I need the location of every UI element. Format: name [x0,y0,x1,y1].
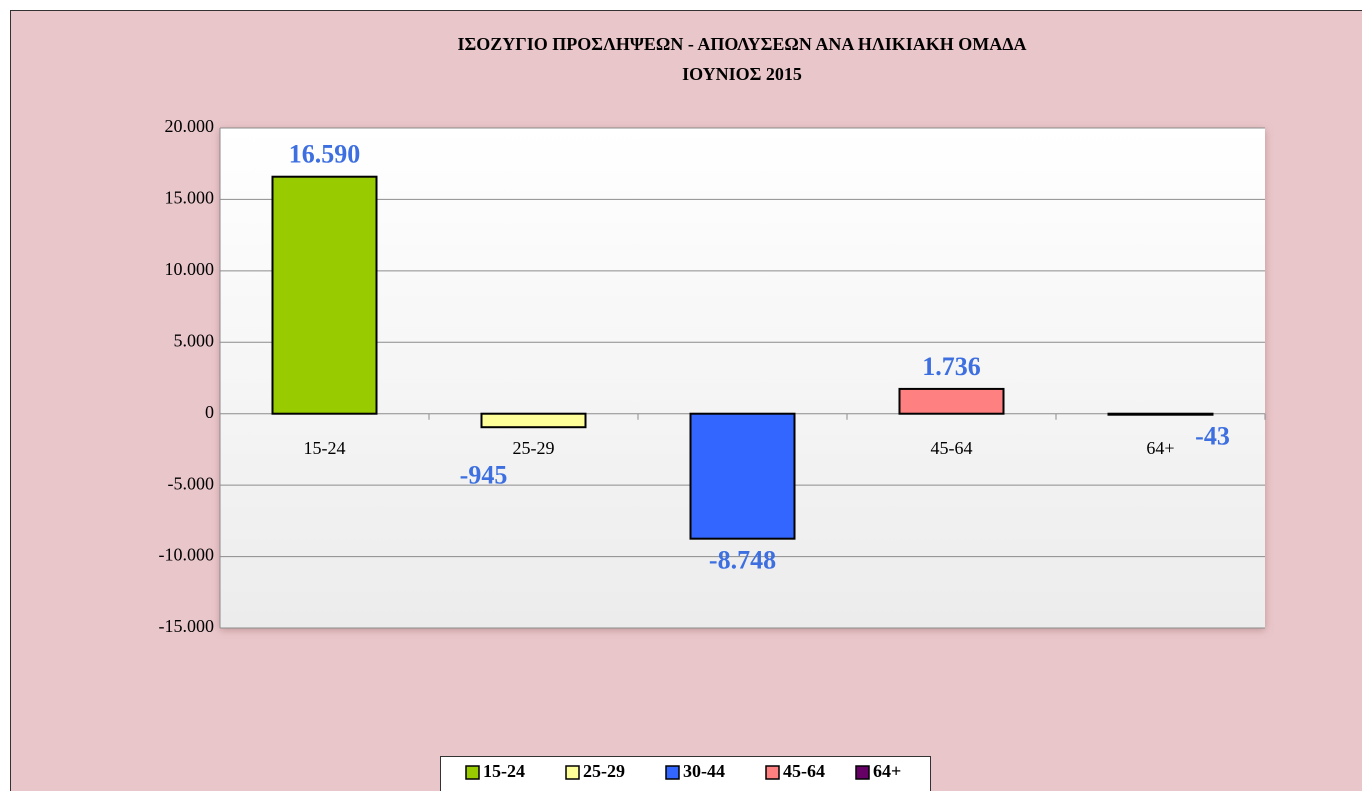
y-tick-label: 0 [205,402,214,422]
bar [1109,414,1213,415]
data-label: 16.590 [289,140,361,169]
legend-label: 30-44 [683,761,725,781]
legend-swatch [856,766,869,779]
chart-subtitle: ΙΟΥΝΙΟΣ 2015 [682,64,802,84]
y-tick-label: 20.000 [165,116,215,136]
y-tick-label: 10.000 [165,259,215,279]
legend-swatch [466,766,479,779]
x-tick-label: 45-64 [931,438,973,458]
data-label: 1.736 [922,352,981,381]
legend-swatch [666,766,679,779]
legend-swatch [566,766,579,779]
data-label: -8.748 [709,546,776,575]
legend-label: 64+ [873,761,901,781]
x-tick-label: 25-29 [513,438,555,458]
x-tick-label: 64+ [1146,438,1174,458]
data-label: -43 [1195,421,1230,450]
x-tick-label: 15-24 [304,438,346,458]
y-tick-label: -5.000 [168,473,215,493]
y-tick-label: -15.000 [159,616,215,636]
bar [691,414,795,539]
chart-title: ΙΣΟΖΥΓΙΟ ΠΡΟΣΛΗΨΕΩΝ - ΑΠΟΛΥΣΕΩΝ ΑΝΑ ΗΛΙΚ… [457,34,1026,54]
legend-swatch [766,766,779,779]
bar [900,389,1004,414]
legend-label: 15-24 [483,761,525,781]
legend-label: 25-29 [583,761,625,781]
bar [482,414,586,428]
data-label: -945 [460,461,508,490]
legend-label: 45-64 [783,761,825,781]
y-tick-label: -10.000 [159,545,215,565]
y-tick-label: 15.000 [165,188,215,208]
y-tick-label: 5.000 [174,330,215,350]
bar [273,177,377,414]
